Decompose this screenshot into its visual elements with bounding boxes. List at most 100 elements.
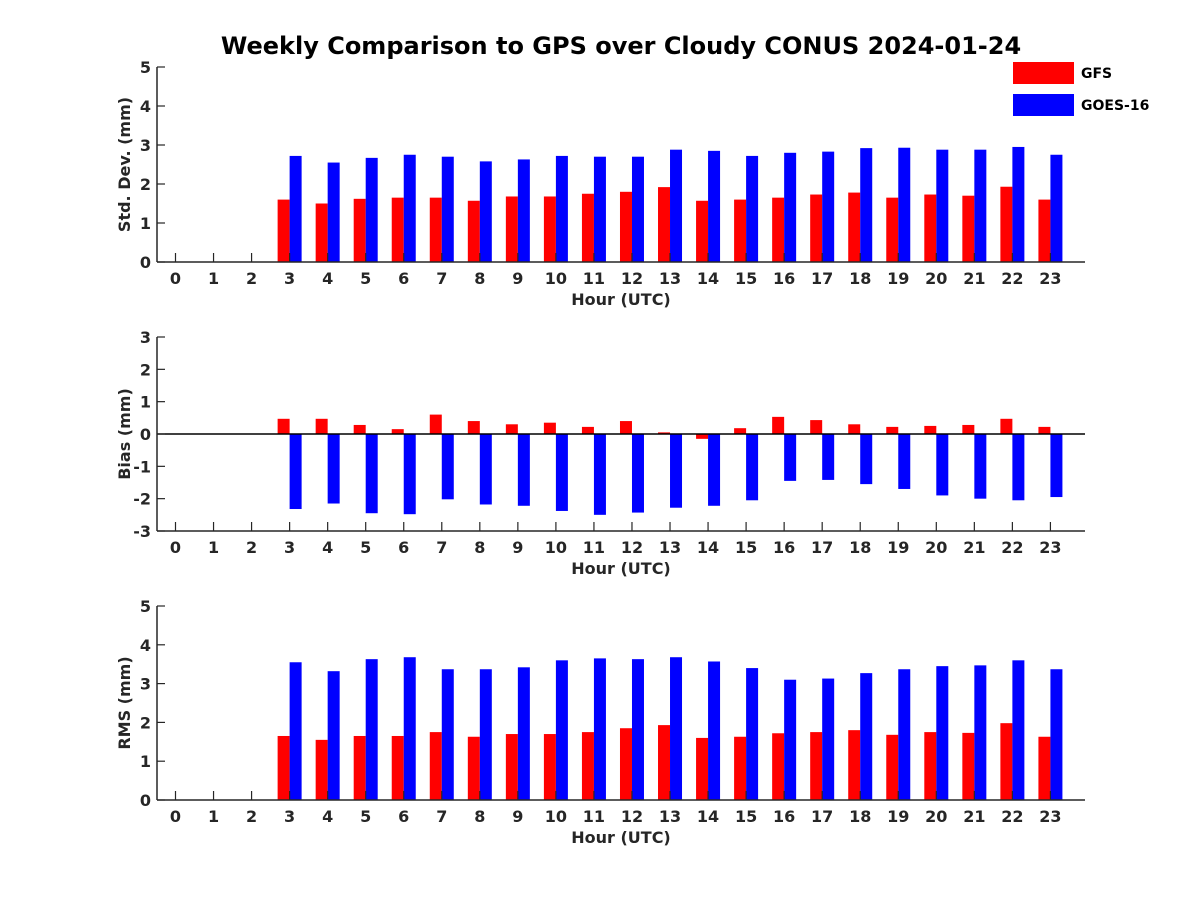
y-tick-label: 3 — [140, 136, 151, 155]
x-tick-label: 20 — [925, 538, 947, 557]
bar-goes-16-19 — [898, 669, 911, 800]
x-tick-label: 11 — [583, 538, 605, 557]
x-tick-label: 7 — [436, 269, 447, 288]
x-axis-label: Hour (UTC) — [571, 290, 671, 309]
bar-goes-16-10 — [555, 434, 568, 511]
bar-goes-16-7 — [441, 669, 454, 800]
bar-gfs-3 — [277, 199, 290, 262]
x-tick-label: 11 — [583, 807, 605, 826]
bar-goes-16-7 — [441, 434, 454, 500]
bar-gfs-17 — [810, 420, 823, 434]
x-tick-label: 19 — [887, 807, 909, 826]
x-tick-label: 17 — [811, 538, 833, 557]
x-tick-label: 20 — [925, 269, 947, 288]
x-tick-label: 4 — [322, 807, 333, 826]
bar-gfs-11 — [581, 732, 594, 800]
bar-gfs-20 — [924, 732, 937, 800]
x-tick-label: 5 — [360, 538, 371, 557]
bar-gfs-21 — [962, 732, 975, 800]
bar-gfs-4 — [315, 418, 328, 434]
x-tick-label: 22 — [1001, 538, 1023, 557]
x-tick-label: 9 — [512, 269, 523, 288]
bar-goes-16-14 — [708, 150, 721, 262]
x-tick-label: 23 — [1039, 807, 1061, 826]
bar-gfs-19 — [886, 426, 899, 434]
bar-gfs-8 — [467, 421, 480, 434]
x-axis-label: Hour (UTC) — [571, 828, 671, 847]
bar-goes-16-11 — [593, 156, 606, 262]
bar-goes-16-16 — [784, 434, 797, 481]
bar-goes-16-9 — [517, 434, 530, 506]
x-tick-label: 6 — [398, 807, 409, 826]
bar-gfs-13 — [658, 725, 671, 800]
x-tick-label: 10 — [545, 538, 567, 557]
bar-gfs-20 — [924, 425, 937, 434]
x-tick-label: 0 — [170, 538, 181, 557]
bar-goes-16-5 — [365, 659, 378, 800]
x-tick-label: 5 — [360, 807, 371, 826]
x-tick-label: 18 — [849, 807, 871, 826]
bar-goes-16-15 — [746, 155, 759, 262]
bar-goes-16-18 — [860, 148, 873, 262]
x-tick-label: 16 — [773, 807, 795, 826]
x-tick-label: 15 — [735, 538, 757, 557]
bar-goes-16-9 — [517, 667, 530, 800]
bar-gfs-16 — [772, 197, 785, 262]
bar-gfs-12 — [619, 191, 632, 262]
series-gfs — [277, 186, 1051, 262]
bar-gfs-6 — [391, 735, 404, 800]
x-tick-label: 16 — [773, 538, 795, 557]
bar-gfs-18 — [848, 424, 861, 434]
y-tick-label: 3 — [140, 328, 151, 347]
x-tick-label: 15 — [735, 269, 757, 288]
x-tick-label: 7 — [436, 807, 447, 826]
bar-gfs-9 — [505, 196, 518, 262]
bar-goes-16-21 — [974, 665, 987, 800]
chart-title: Weekly Comparison to GPS over Cloudy CON… — [221, 32, 1021, 60]
x-tick-label: 7 — [436, 538, 447, 557]
bar-gfs-5 — [353, 424, 366, 434]
bar-gfs-13 — [658, 432, 671, 434]
bar-gfs-3 — [277, 735, 290, 800]
bar-gfs-10 — [543, 422, 556, 434]
x-axis-label: Hour (UTC) — [571, 559, 671, 578]
x-tick-label: 13 — [659, 538, 681, 557]
x-tick-label: 2 — [246, 538, 257, 557]
y-axis-label: Bias (mm) — [115, 388, 134, 480]
legend: GFS GOES-16 — [1013, 62, 1149, 116]
bar-gfs-21 — [962, 195, 975, 262]
x-tick-label: 12 — [621, 538, 643, 557]
x-tick-label: 4 — [322, 538, 333, 557]
x-tick-label: 8 — [474, 807, 485, 826]
bar-goes-16-14 — [708, 661, 721, 800]
bar-goes-16-4 — [327, 434, 340, 504]
x-tick-label: 6 — [398, 269, 409, 288]
x-tick-label: 9 — [512, 807, 523, 826]
y-tick-label: 0 — [140, 425, 151, 444]
bar-gfs-17 — [810, 194, 823, 262]
x-tick-label: 12 — [621, 807, 643, 826]
bar-gfs-5 — [353, 198, 366, 262]
bar-goes-16-14 — [708, 434, 721, 506]
x-tick-label: 14 — [697, 269, 719, 288]
bar-gfs-11 — [581, 193, 594, 262]
bar-goes-16-15 — [746, 434, 759, 501]
x-tick-label: 20 — [925, 807, 947, 826]
x-tick-label: 6 — [398, 538, 409, 557]
bar-gfs-5 — [353, 735, 366, 800]
bar-gfs-22 — [1000, 418, 1013, 434]
x-tick-label: 10 — [545, 269, 567, 288]
bar-gfs-4 — [315, 739, 328, 800]
bar-goes-16-13 — [670, 657, 683, 800]
x-tick-label: 13 — [659, 807, 681, 826]
bar-goes-16-21 — [974, 149, 987, 262]
x-tick-label: 16 — [773, 269, 795, 288]
x-tick-label: 19 — [887, 538, 909, 557]
bar-gfs-12 — [619, 728, 632, 800]
bar-goes-16-16 — [784, 152, 797, 262]
bar-goes-16-23 — [1050, 669, 1063, 800]
bar-goes-16-17 — [822, 151, 835, 262]
bar-gfs-7 — [429, 197, 442, 262]
